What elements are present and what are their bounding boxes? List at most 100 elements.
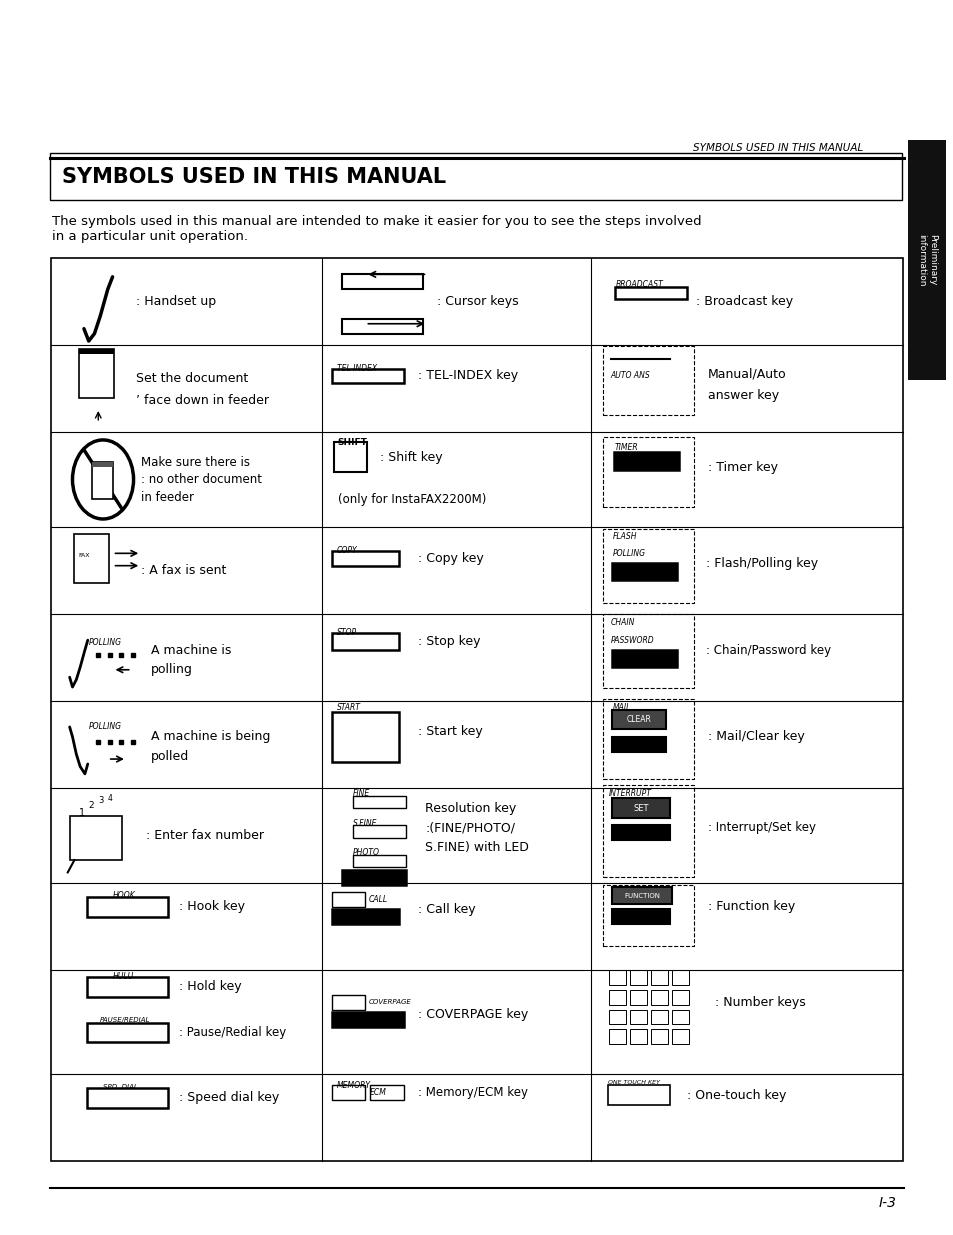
Text: : Handset up: : Handset up: [136, 295, 216, 308]
Text: : Hook key: : Hook key: [179, 900, 245, 913]
Text: 3: 3: [98, 797, 104, 805]
Bar: [50, 153, 901, 200]
Bar: [91, 462, 112, 467]
Text: TIMER: TIMER: [614, 443, 638, 452]
Text: CLEAR: CLEAR: [626, 715, 651, 724]
Text: Manual/Auto: Manual/Auto: [707, 367, 785, 380]
Text: ONE TOUCH KEY: ONE TOUCH KEY: [607, 1081, 659, 1086]
Text: : One-touch key: : One-touch key: [686, 1089, 785, 1102]
Bar: [607, 1086, 669, 1105]
Text: : Hold key: : Hold key: [179, 981, 242, 993]
Bar: [608, 990, 625, 1005]
Bar: [341, 869, 406, 884]
Text: : Cursor keys: : Cursor keys: [436, 295, 518, 308]
Text: I-3: I-3: [878, 1195, 896, 1210]
Bar: [612, 887, 671, 904]
Bar: [612, 563, 677, 580]
Text: FAX: FAX: [78, 553, 90, 558]
Bar: [612, 798, 669, 818]
Text: HULU: HULU: [112, 972, 133, 982]
Text: The symbols used in this manual are intended to make it easier for you to see th: The symbols used in this manual are inte…: [51, 215, 700, 243]
Text: Resolution key: Resolution key: [425, 802, 517, 815]
Text: S.FINE) with LED: S.FINE) with LED: [425, 841, 529, 855]
Bar: [650, 990, 667, 1005]
Bar: [353, 855, 406, 867]
Text: ’ face down in feeder: ’ face down in feeder: [136, 394, 269, 408]
Bar: [602, 699, 693, 779]
Text: 4: 4: [108, 794, 112, 803]
Bar: [353, 825, 406, 837]
Text: SHIFT: SHIFT: [337, 438, 367, 447]
Bar: [612, 909, 669, 924]
Text: PHOTO: PHOTO: [353, 848, 379, 857]
Bar: [612, 650, 677, 667]
Text: S.FINE: S.FINE: [353, 819, 377, 827]
Bar: [602, 529, 693, 603]
Bar: [612, 737, 665, 752]
Text: FINE: FINE: [353, 789, 370, 798]
Text: Set the document: Set the document: [136, 372, 249, 385]
Text: : A fax is sent: : A fax is sent: [141, 564, 226, 577]
Bar: [612, 710, 665, 730]
Text: HOOK: HOOK: [112, 892, 135, 900]
Text: ECM: ECM: [370, 1088, 387, 1097]
Bar: [629, 990, 646, 1005]
Bar: [332, 1013, 403, 1028]
Bar: [612, 825, 669, 840]
Bar: [671, 990, 688, 1005]
Bar: [608, 1030, 625, 1045]
Text: : Copy key: : Copy key: [417, 552, 483, 564]
Bar: [341, 319, 422, 333]
Bar: [671, 971, 688, 986]
Bar: [74, 534, 109, 583]
Bar: [332, 551, 398, 566]
Text: : TEL-INDEX key: : TEL-INDEX key: [417, 369, 517, 383]
Text: : Enter fax number: : Enter fax number: [146, 829, 264, 842]
Text: : Timer key: : Timer key: [707, 461, 777, 473]
Text: : no other document: : no other document: [141, 473, 262, 485]
Text: : Pause/Redial key: : Pause/Redial key: [179, 1026, 286, 1039]
Bar: [341, 274, 422, 289]
Text: (only for InstaFAX2200M): (only for InstaFAX2200M): [337, 493, 486, 505]
Text: STOP: STOP: [336, 629, 356, 637]
Text: BROADCAST: BROADCAST: [615, 280, 662, 289]
Bar: [650, 971, 667, 986]
Text: FUNCTION: FUNCTION: [623, 893, 659, 899]
Bar: [629, 971, 646, 986]
Text: POLLING: POLLING: [612, 548, 645, 558]
Bar: [70, 815, 122, 860]
Bar: [332, 632, 398, 650]
Bar: [332, 995, 365, 1010]
Text: Preliminary
information: Preliminary information: [917, 233, 936, 287]
Bar: [629, 1030, 646, 1045]
Bar: [353, 795, 406, 808]
Bar: [334, 442, 367, 472]
Bar: [671, 1030, 688, 1045]
Bar: [332, 909, 398, 924]
Bar: [608, 1010, 625, 1025]
Text: answer key: answer key: [707, 389, 779, 403]
Text: polled: polled: [151, 750, 189, 763]
Text: POLLING: POLLING: [89, 638, 122, 647]
Text: MEMORY: MEMORY: [336, 1081, 371, 1089]
Bar: [79, 348, 113, 398]
Bar: [79, 348, 113, 353]
Bar: [650, 1030, 667, 1045]
Text: : Call key: : Call key: [417, 903, 475, 915]
Text: : Stop key: : Stop key: [417, 635, 480, 648]
Bar: [614, 452, 679, 469]
Bar: [602, 346, 693, 415]
Text: COPY: COPY: [336, 546, 357, 556]
Bar: [87, 1088, 168, 1108]
Bar: [51, 258, 902, 1161]
Text: SET: SET: [633, 804, 648, 813]
Text: A machine is: A machine is: [151, 643, 231, 657]
Text: PASSWORD: PASSWORD: [610, 636, 654, 645]
Text: : Shift key: : Shift key: [379, 451, 442, 463]
Bar: [671, 1010, 688, 1025]
Text: 1: 1: [79, 808, 85, 818]
Bar: [608, 971, 625, 986]
Text: 2: 2: [89, 802, 94, 810]
Text: : Function key: : Function key: [707, 900, 794, 913]
Text: POLLING: POLLING: [89, 722, 122, 731]
